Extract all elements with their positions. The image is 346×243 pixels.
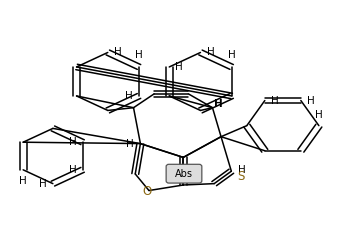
FancyBboxPatch shape — [166, 164, 202, 183]
Text: H: H — [135, 50, 143, 60]
Text: H: H — [214, 99, 223, 109]
Text: H: H — [125, 91, 133, 101]
Text: S: S — [237, 170, 245, 183]
Text: Abs: Abs — [175, 169, 193, 179]
Text: O: O — [143, 185, 152, 199]
Text: H: H — [228, 50, 236, 60]
Text: H: H — [307, 95, 315, 105]
Text: H: H — [175, 62, 183, 72]
Text: H: H — [114, 47, 122, 58]
Text: H: H — [207, 47, 215, 58]
Text: H: H — [126, 139, 134, 148]
Text: H: H — [69, 165, 76, 175]
Text: H: H — [69, 137, 76, 147]
Text: H: H — [315, 110, 323, 120]
Text: H: H — [237, 165, 245, 175]
Text: H: H — [271, 95, 279, 105]
Text: H: H — [39, 179, 47, 189]
Text: H: H — [19, 176, 27, 186]
